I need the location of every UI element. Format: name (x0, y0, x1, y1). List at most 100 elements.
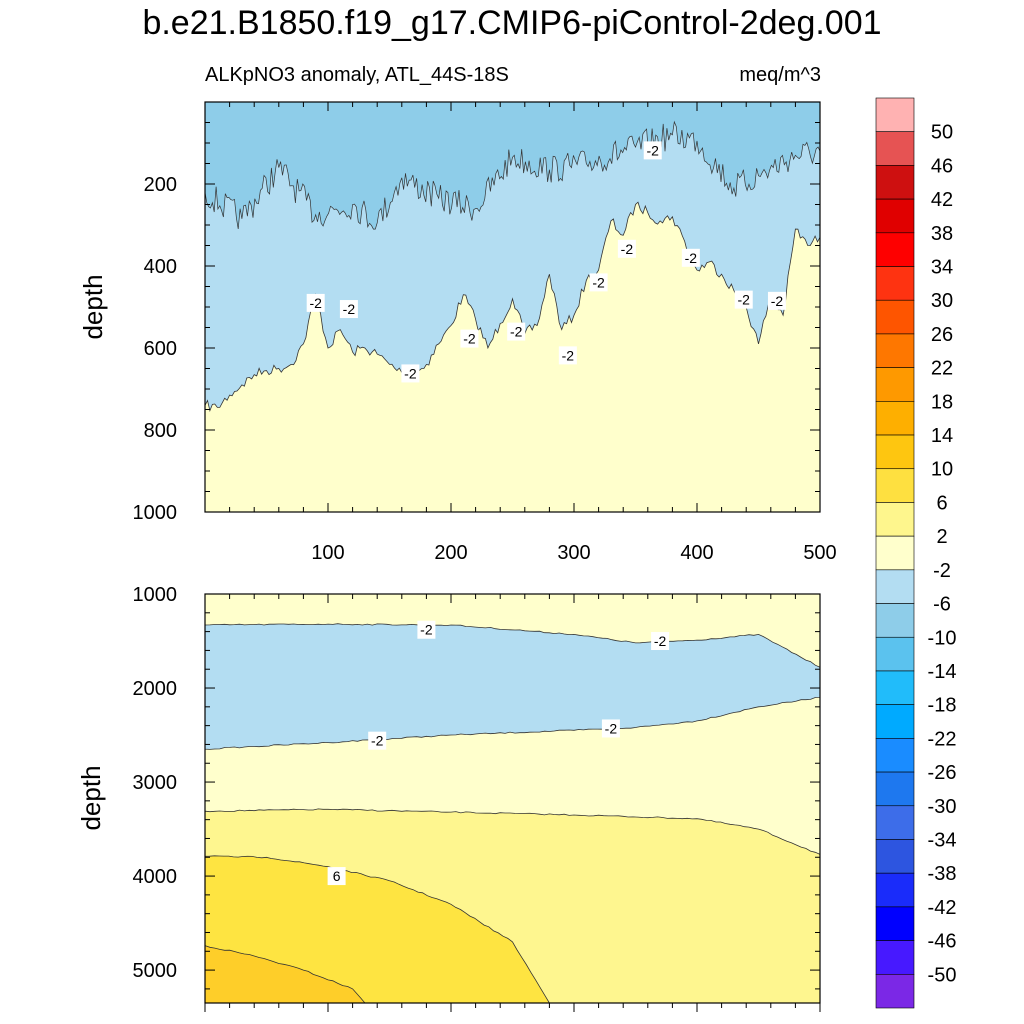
colorbar-label: 10 (931, 459, 953, 481)
upper-subtitle-right: meq/m^3 (739, 64, 821, 86)
contour-label-box (460, 329, 479, 348)
x-tick-label: 300 (557, 542, 590, 564)
contour-label-box (589, 273, 608, 292)
contour-label-text: -2 (420, 622, 433, 638)
contour-label-text: -2 (738, 292, 751, 308)
contour-label-text: -2 (404, 365, 417, 381)
colorbar-label: 14 (931, 425, 953, 447)
contour-label-text: -2 (621, 241, 634, 257)
contour-label-box (327, 867, 346, 886)
colorbar-label: 34 (931, 257, 953, 279)
colorbar-swatch (875, 670, 915, 705)
colorbar-label: 30 (931, 290, 953, 312)
colorbar-label: 6 (936, 492, 947, 514)
contour-label-box (601, 719, 620, 738)
colorbar-label: -2 (933, 560, 951, 582)
contour-label-box (339, 300, 358, 319)
contour-label-box (643, 141, 662, 160)
contour-label-box (651, 632, 670, 651)
colorbar-swatch (875, 468, 915, 503)
contour-label: -2 (617, 239, 636, 258)
colorbar-swatch (875, 131, 915, 166)
contour-label: -2 (417, 620, 436, 639)
contour-label-box (734, 290, 753, 309)
colorbar-swatch (875, 805, 915, 840)
contour-label-text: -2 (309, 295, 322, 311)
upper-subtitle-left: ALKpNO3 anomaly, ATL_44S-18S (205, 64, 509, 86)
colorbar-label: -50 (928, 964, 957, 986)
contour-label: 6 (327, 867, 346, 886)
contour-label: -2 (681, 248, 700, 267)
colorbar-label: -42 (928, 897, 957, 919)
upper-minus2-region (204, 201, 821, 513)
y-tick-label: 1000 (133, 502, 178, 524)
contour-label-box (558, 346, 577, 365)
colorbar-swatch (875, 434, 915, 470)
contour-label: -2 (306, 293, 325, 312)
contour-label-box (681, 248, 700, 267)
contour-label: -2 (734, 290, 753, 309)
colorbar-swatch (875, 839, 915, 874)
upper-ticks: 100 200 300 400 500 200 400 600 800 1000 (133, 101, 837, 564)
upper-ylabel: depth (78, 274, 108, 339)
colorbar-label: 2 (936, 526, 947, 548)
contour-label-text: -2 (510, 324, 523, 340)
contour-label: -2 (589, 273, 608, 292)
colorbar-swatch (875, 603, 915, 638)
colorbar-label: -22 (928, 728, 957, 750)
contour-label-box (417, 620, 436, 639)
colorbar-label: -46 (928, 931, 957, 953)
colorbar-label: -30 (928, 796, 957, 818)
colorbar-label: 38 (931, 223, 953, 245)
colorbar-label: 22 (931, 358, 953, 380)
colorbar-swatch (875, 738, 915, 773)
x-tick-label: 400 (680, 542, 713, 564)
upper-contour-labels: -2 -2 -2 -2 -2 -2 -2 -2 -2 -2 -2 -2 (306, 141, 786, 383)
colorbar: 50 46 42 38 34 30 26 22 18 14 10 6 2 -2 -6 -10 -14 -18 -22… (875, 97, 957, 1009)
contour-label: -2 (401, 364, 420, 383)
colorbar-swatch (875, 198, 915, 234)
contour-label-text: -2 (605, 720, 618, 736)
contour-label-text: -2 (562, 347, 575, 363)
colorbar-swatch (875, 333, 915, 368)
contour-label-box (617, 239, 636, 258)
colorbar-swatch (875, 502, 915, 537)
y-tick-label: 400 (144, 256, 177, 278)
lower-10-14-region (204, 945, 366, 1004)
y-tick-label: 600 (144, 338, 177, 360)
contour-label-box (306, 293, 325, 312)
contour-label-text: -2 (343, 301, 356, 317)
y-tick-label: 800 (144, 420, 177, 442)
colorbar-swatch (875, 636, 915, 672)
y-tick-label: 3000 (133, 772, 178, 794)
contour-label: -2 (507, 322, 526, 341)
colorbar-label: -14 (928, 661, 957, 683)
y-tick-label: 2000 (133, 678, 178, 700)
x-tick-label: 500 (803, 542, 836, 564)
lower-fills (204, 623, 821, 1004)
colorbar-swatch (875, 940, 915, 975)
contour-label-text: -2 (771, 293, 784, 309)
contour-label: -2 (767, 291, 786, 310)
contour-label-box (368, 731, 387, 750)
colorbar-swatch (875, 266, 915, 301)
colorbar-label: 26 (931, 324, 953, 346)
lower-panel: -2 -2 -2 -2 6 1000 2000 3000 4000 5000 depth (76, 584, 821, 1012)
colorbar-swatch (875, 771, 915, 807)
colorbar-swatch (875, 973, 915, 1009)
contour-label-text: -2 (646, 142, 659, 158)
colorbar-swatch (875, 906, 915, 941)
x-tick-label: 200 (434, 542, 467, 564)
colorbar-swatch (875, 535, 915, 571)
contour-label: -2 (460, 329, 479, 348)
lower-ylabel: depth (76, 765, 106, 830)
colorbar-swatch (875, 401, 915, 436)
lower-contour-labels: -2 -2 -2 -2 6 (327, 620, 670, 886)
y-tick-label: 200 (144, 174, 177, 196)
colorbar-label: 50 (931, 122, 953, 144)
figure-title: b.e21.B1850.f19_g17.CMIP6-piControl-2deg… (142, 4, 881, 42)
colorbar-label: 46 (931, 155, 953, 177)
lower-ticks: 1000 2000 3000 4000 5000 (133, 584, 821, 1012)
contour-label-text: -2 (371, 733, 384, 749)
